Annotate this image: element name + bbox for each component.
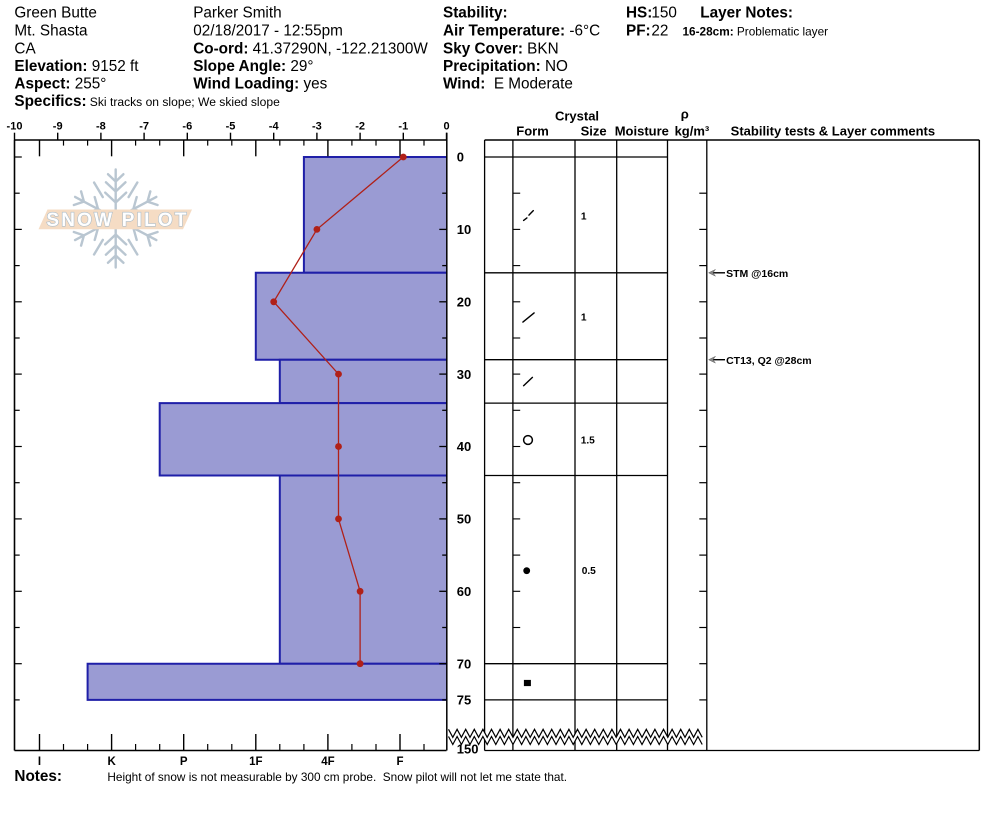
svg-text:Form: Form bbox=[516, 124, 549, 139]
svg-text:30: 30 bbox=[457, 367, 471, 382]
svg-text:HS:150: HS:150 bbox=[626, 4, 677, 21]
svg-text:Height of snow is not measurab: Height of snow is not measurable by 300 … bbox=[107, 770, 567, 784]
svg-text:1.5: 1.5 bbox=[581, 436, 595, 447]
svg-text:-8: -8 bbox=[96, 121, 106, 133]
svg-text:Wind Loading: yes: Wind Loading: yes bbox=[193, 76, 327, 93]
svg-text:-9: -9 bbox=[53, 121, 63, 133]
svg-text:1: 1 bbox=[581, 211, 587, 222]
svg-text:Elevation: 9152 ft: Elevation: 9152 ft bbox=[14, 58, 139, 75]
svg-text:-4: -4 bbox=[269, 121, 280, 133]
svg-text:Green Butte: Green Butte bbox=[14, 4, 96, 21]
svg-text:CT13, Q2 @28cm: CT13, Q2 @28cm bbox=[726, 355, 812, 367]
svg-text:16-28cm: Problematic layer: 16-28cm: Problematic layer bbox=[683, 24, 829, 38]
svg-text:Parker Smith: Parker Smith bbox=[193, 4, 281, 21]
svg-text:Moisture: Moisture bbox=[615, 124, 669, 139]
svg-text:STM @16cm: STM @16cm bbox=[726, 268, 788, 280]
svg-text:PF:22: PF:22 bbox=[626, 22, 668, 39]
svg-text:Aspect: 255°: Aspect: 255° bbox=[14, 76, 106, 93]
svg-text:Slope Angle: 29°: Slope Angle: 29° bbox=[193, 58, 313, 75]
svg-text:Ski tracks on slope; We skied: Ski tracks on slope; We skied slope bbox=[90, 95, 280, 109]
svg-text:10: 10 bbox=[457, 222, 471, 237]
svg-text:1: 1 bbox=[581, 312, 587, 323]
svg-text:-7: -7 bbox=[139, 121, 149, 133]
svg-text:40: 40 bbox=[457, 439, 471, 454]
svg-text:Crystal: Crystal bbox=[555, 109, 599, 124]
svg-text:Stability tests & Layer commen: Stability tests & Layer comments bbox=[731, 123, 935, 138]
svg-text:Specifics:: Specifics: bbox=[14, 93, 86, 110]
svg-text:P: P bbox=[180, 756, 188, 768]
svg-text:Wind: E Moderate: Wind: E Moderate bbox=[443, 76, 573, 93]
svg-text:75: 75 bbox=[457, 693, 471, 708]
svg-text:kg/m³: kg/m³ bbox=[675, 124, 710, 139]
svg-text:ρ: ρ bbox=[681, 107, 689, 122]
svg-text:-2: -2 bbox=[355, 121, 365, 133]
svg-text:150: 150 bbox=[457, 742, 479, 757]
svg-text:SNOW PILOT: SNOW PILOT bbox=[46, 210, 188, 231]
svg-text:Sky Cover: BKN: Sky Cover: BKN bbox=[443, 40, 559, 57]
svg-text:Layer Notes:: Layer Notes: bbox=[700, 4, 793, 21]
svg-text:Size: Size bbox=[581, 124, 607, 139]
svg-text:Notes:: Notes: bbox=[14, 768, 62, 785]
svg-text:-1: -1 bbox=[398, 121, 408, 133]
svg-text:-10: -10 bbox=[7, 121, 23, 133]
svg-text:Stability:: Stability: bbox=[443, 4, 508, 21]
svg-text:0: 0 bbox=[443, 121, 449, 133]
svg-text:-3: -3 bbox=[312, 121, 322, 133]
svg-text:I: I bbox=[38, 756, 41, 768]
svg-text:Air Temperature: -6°C: Air Temperature: -6°C bbox=[443, 22, 600, 39]
svg-text:20: 20 bbox=[457, 295, 471, 310]
svg-text:02/18/2017 - 12:55pm: 02/18/2017 - 12:55pm bbox=[193, 22, 343, 39]
svg-text:-5: -5 bbox=[226, 121, 236, 133]
svg-text:70: 70 bbox=[457, 656, 471, 671]
svg-text:0.5: 0.5 bbox=[582, 566, 596, 577]
svg-text:CA: CA bbox=[14, 40, 36, 57]
svg-text:4F: 4F bbox=[321, 756, 334, 768]
svg-text:-6: -6 bbox=[182, 121, 192, 133]
svg-text:50: 50 bbox=[457, 512, 471, 527]
svg-text:60: 60 bbox=[457, 584, 471, 599]
svg-text:K: K bbox=[107, 756, 116, 768]
svg-text:Precipitation: NO: Precipitation: NO bbox=[443, 58, 568, 75]
svg-text:1F: 1F bbox=[249, 756, 262, 768]
svg-text:Mt. Shasta: Mt. Shasta bbox=[14, 22, 88, 39]
svg-text:Co-ord: 41.37290N, -122.21300W: Co-ord: 41.37290N, -122.21300W bbox=[193, 40, 428, 57]
svg-text:0: 0 bbox=[457, 150, 464, 165]
svg-text:F: F bbox=[396, 756, 403, 768]
